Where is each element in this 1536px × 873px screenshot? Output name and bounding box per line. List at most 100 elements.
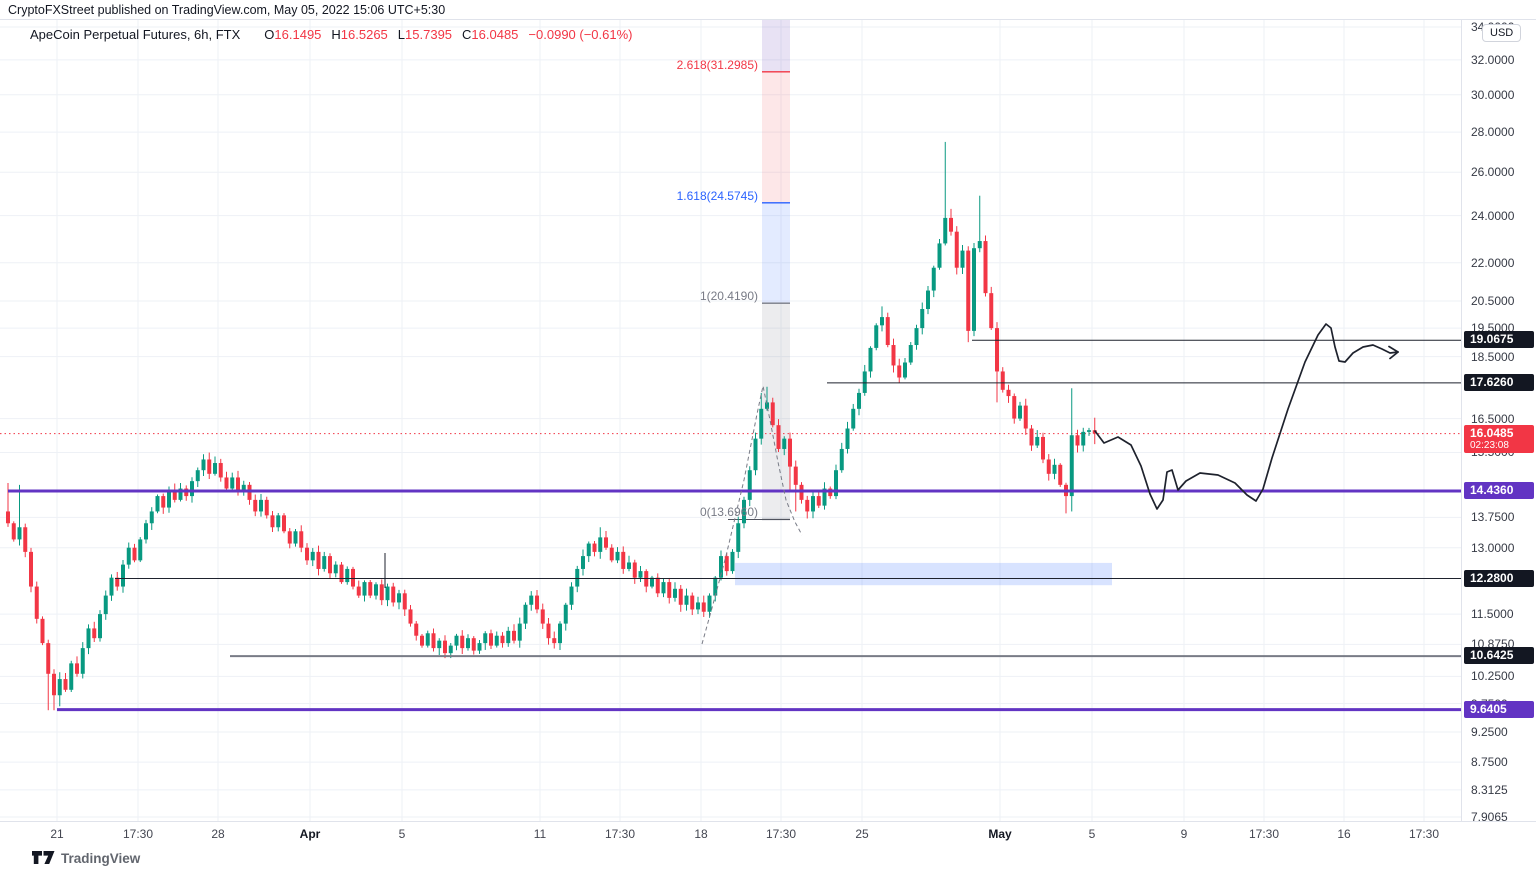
candle-body bbox=[149, 511, 154, 524]
candle-body bbox=[569, 586, 574, 605]
candle-body bbox=[862, 371, 867, 393]
candle-body bbox=[903, 362, 907, 378]
candle-body bbox=[586, 543, 591, 557]
fib-trend-zigzag bbox=[701, 385, 803, 645]
candle-body bbox=[765, 402, 769, 409]
candle-body bbox=[1069, 435, 1074, 497]
candle-body bbox=[1000, 371, 1005, 390]
candle-body bbox=[540, 609, 545, 624]
candle-body bbox=[213, 463, 217, 474]
candle-body bbox=[690, 595, 695, 610]
time-tick: 25 bbox=[855, 827, 869, 841]
candle-body bbox=[943, 217, 948, 244]
price-tick: 13.0000 bbox=[1471, 540, 1515, 555]
candle-body bbox=[581, 556, 585, 569]
candle-body bbox=[437, 640, 442, 649]
candle-body bbox=[972, 248, 976, 331]
time-tick: 17:30 bbox=[1408, 827, 1440, 841]
candle-body bbox=[563, 604, 568, 624]
candle-body bbox=[115, 577, 120, 587]
candle-body bbox=[747, 470, 752, 500]
candle-body bbox=[523, 604, 528, 624]
candle-body bbox=[11, 523, 16, 540]
price-level-badge: 14.4360 bbox=[1464, 481, 1534, 499]
candle-body bbox=[966, 250, 971, 331]
candle-body bbox=[989, 293, 994, 329]
open-label: O bbox=[264, 27, 275, 42]
candle-body bbox=[506, 630, 511, 644]
candle-body bbox=[736, 523, 741, 552]
attribution-text: CryptoFXStreet published on TradingView.… bbox=[8, 3, 446, 17]
candle-body bbox=[839, 448, 844, 471]
candle-body bbox=[224, 477, 229, 489]
candle-body bbox=[805, 499, 810, 512]
fib-band-segment bbox=[762, 303, 790, 520]
low-label: L bbox=[397, 27, 406, 42]
candle-body bbox=[460, 635, 465, 649]
time-tick: 21 bbox=[50, 827, 64, 841]
candle-body bbox=[293, 531, 298, 544]
candle-body bbox=[914, 328, 919, 346]
candle-body bbox=[52, 673, 56, 696]
time-tick: 18 bbox=[694, 827, 708, 841]
candle-body bbox=[546, 623, 551, 639]
high-value: 16.5265 bbox=[340, 27, 388, 42]
candle-body bbox=[241, 484, 246, 493]
candle-body bbox=[793, 466, 798, 485]
projection-arrow-path bbox=[1094, 323, 1399, 510]
time-axis[interactable]: 21 17:30 28 Apr 5 11 17:30 18 17:30 25 May 5 9 17:30 1… bbox=[0, 821, 1536, 846]
candle-body bbox=[558, 623, 562, 644]
candle-body bbox=[874, 325, 879, 348]
candle-body bbox=[529, 595, 534, 605]
candle-body bbox=[236, 477, 240, 493]
candle-body bbox=[356, 586, 361, 596]
candle-body bbox=[788, 438, 792, 467]
candle-body bbox=[500, 635, 505, 644]
candle-body bbox=[885, 317, 890, 346]
candle-body bbox=[253, 499, 258, 512]
candle-body bbox=[408, 609, 413, 624]
candle-body bbox=[443, 640, 447, 654]
candle-body bbox=[287, 531, 292, 544]
candle-body bbox=[713, 577, 718, 596]
candle-body bbox=[724, 556, 729, 572]
price-tick: 11.5000 bbox=[1471, 607, 1514, 622]
candle-body bbox=[92, 628, 97, 639]
candle-body bbox=[34, 586, 39, 619]
candle-body bbox=[80, 648, 85, 674]
candle-body bbox=[655, 577, 660, 594]
candle-body bbox=[627, 562, 631, 569]
candle-body bbox=[684, 595, 689, 605]
price-tick: 26.0000 bbox=[1471, 165, 1515, 180]
candle-body bbox=[1018, 405, 1022, 419]
candlestick-chart-canvas[interactable] bbox=[0, 20, 1461, 821]
candle-body bbox=[259, 499, 263, 512]
time-tick: Apr bbox=[299, 827, 321, 841]
candle-body bbox=[29, 551, 33, 587]
fib-band-segment bbox=[762, 202, 790, 304]
price-axis[interactable]: 34.000032.000030.000028.000026.000024.00… bbox=[1461, 20, 1536, 845]
candle-body bbox=[270, 515, 275, 528]
candle-body bbox=[454, 635, 459, 646]
close-value: 16.0485 bbox=[471, 27, 519, 42]
fib-level-label: 1(20.4190) bbox=[699, 289, 758, 304]
candle-body bbox=[759, 408, 764, 439]
candle-body bbox=[995, 328, 999, 372]
candle-body bbox=[333, 564, 338, 574]
candle-body bbox=[512, 630, 516, 641]
fib-level-label: 1.618(24.5745) bbox=[676, 188, 758, 203]
candle-body bbox=[391, 586, 396, 603]
price-level-badge: 19.0675 bbox=[1464, 331, 1534, 349]
candle-body bbox=[931, 267, 936, 291]
price-level-badge: 9.6405 bbox=[1464, 700, 1534, 718]
chart-plot-area[interactable]: 2.618(31.2985) 1.618(24.5745) 1(20.4190) 0(… bbox=[0, 0, 1461, 821]
candle-body bbox=[23, 527, 28, 552]
tradingview-logo[interactable]: TradingView bbox=[32, 849, 140, 867]
candle-body bbox=[926, 290, 930, 309]
candle-body bbox=[63, 679, 68, 690]
candle-body bbox=[483, 633, 488, 644]
candle-body bbox=[351, 568, 355, 587]
time-tick: 28 bbox=[211, 827, 225, 841]
price-tick: 16.5000 bbox=[1471, 411, 1515, 426]
candle-body bbox=[1046, 459, 1051, 474]
